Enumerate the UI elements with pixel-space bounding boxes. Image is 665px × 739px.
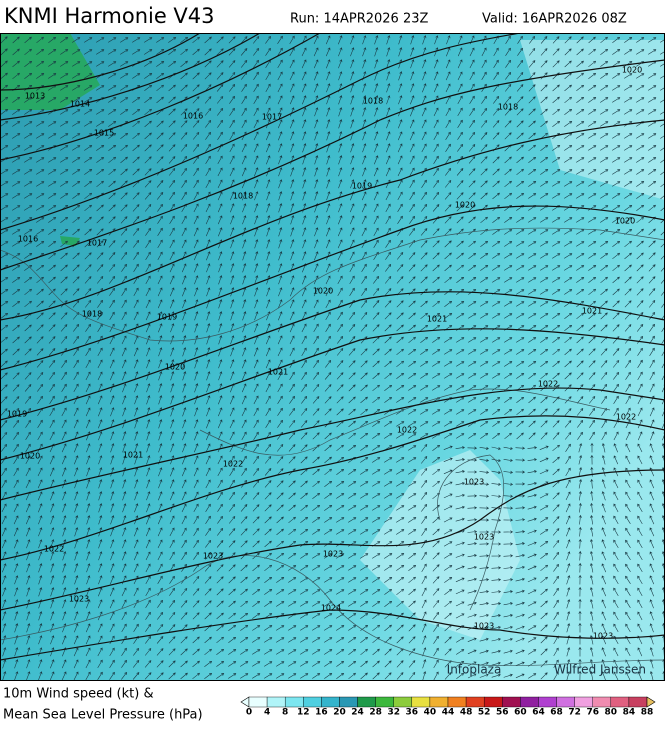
isobar-label: 1019: [157, 313, 177, 322]
colorbar-segment: [284, 696, 304, 708]
isobar-label: 1016: [18, 235, 38, 244]
colorbar-segment: [375, 696, 394, 708]
isobar-label: 1020: [20, 452, 40, 461]
colorbar-segment: [628, 696, 648, 708]
colorbar-segment: [248, 696, 268, 708]
colorbar-tick-label: 88: [641, 708, 654, 718]
isobar-label: 1019: [352, 182, 372, 191]
isobar-label: 1022: [616, 413, 636, 422]
colorbar-tick-label: 20: [333, 708, 346, 718]
isobar-label: 1023: [69, 595, 89, 604]
colorbar-segment: [483, 696, 503, 708]
legend-title: 10m Wind speed (kt) &: [3, 687, 154, 702]
colorbar-segment: [339, 696, 358, 708]
isobar-label: 1017: [87, 239, 107, 248]
isobar-label: 1021: [123, 451, 143, 460]
isobar-label: 1018: [363, 97, 383, 106]
colorbar-tick-label: 8: [282, 708, 288, 718]
run-time: Run: 14APR2026 23Z: [290, 12, 429, 27]
coastlines: [0, 227, 665, 667]
isobar-label: 1018: [498, 103, 518, 112]
colorbar-segment: [357, 696, 376, 708]
title: KNMI Harmonie V43: [4, 4, 215, 28]
colorbar-tick-label: 28: [369, 708, 382, 718]
isobar-label: 1018: [233, 192, 253, 201]
isobar-label: 1020: [622, 66, 642, 75]
isobar-label: 1021: [427, 315, 447, 324]
colorbar-tick-label: 72: [568, 708, 581, 718]
colorbar-arrow: [646, 696, 656, 708]
colorbar-tick-label: 76: [586, 708, 599, 718]
colorbar-segment: [429, 696, 449, 708]
isobar-label: 1020: [165, 363, 185, 372]
isobar-label: 1020: [615, 217, 635, 226]
colorbar-tick-label: 16: [315, 708, 328, 718]
colorbar-segment: [556, 696, 575, 708]
isobar-label: 1023: [474, 622, 494, 631]
colorbar-segment: [465, 696, 485, 708]
colorbar-tick-label: 68: [550, 708, 563, 718]
credit: Wilfred Janssen: [554, 663, 646, 677]
isobar-label: 1020: [455, 201, 475, 210]
colorbar-tick-label: 40: [424, 708, 437, 718]
isobar-label: 1022: [223, 460, 243, 469]
isobar-label: 1017: [262, 113, 282, 122]
isobar-label: 1015: [94, 129, 114, 138]
colorbar-tick-label: 32: [387, 708, 400, 718]
isobar-label: 1023: [323, 550, 343, 559]
isobar-label: 1023: [593, 632, 613, 641]
colorbar-segment: [447, 696, 467, 708]
isobar-label: 1013: [25, 92, 45, 101]
colorbar-tick-label: 56: [496, 708, 509, 718]
isobar-label: 1022: [397, 426, 417, 435]
colorbar-tick-label: 36: [406, 708, 419, 718]
colorbar-tick-label: 64: [532, 708, 545, 718]
colorbar-segment: [610, 696, 630, 708]
isobar-label: 1019: [7, 410, 27, 419]
isobar-label: 1020: [313, 287, 333, 296]
colorbar-segment: [411, 696, 431, 708]
isobar-label: 1023: [464, 478, 484, 487]
colorbar-tick-label: 24: [351, 708, 364, 718]
colorbar-tick-label: 12: [297, 708, 310, 718]
colorbar-segment: [574, 696, 593, 708]
isobar-label: 1024: [321, 604, 341, 613]
isobar-label: 1022: [538, 380, 558, 389]
colorbar-arrow: [240, 696, 250, 708]
colorbar-segment: [266, 696, 286, 708]
colorbar-tick-label: 80: [605, 708, 618, 718]
isobar-label: 1016: [183, 112, 203, 121]
isobar-label: 1018: [82, 310, 102, 319]
colorbar-segment: [393, 696, 413, 708]
isobar-label: 1021: [268, 368, 288, 377]
valid-time: Valid: 16APR2026 08Z: [482, 12, 627, 27]
isobar-label: 1021: [582, 307, 602, 316]
legend-title: Mean Sea Level Pressure (hPa): [3, 708, 203, 723]
isobar-label: 1014: [70, 100, 90, 109]
colorbar-segment: [303, 696, 322, 708]
calm-area: [520, 40, 665, 200]
colorbar-segment: [520, 696, 539, 708]
colorbar-segment: [502, 696, 521, 708]
credit: Infoplaza: [447, 663, 502, 677]
colorbar-tick-label: 52: [478, 708, 491, 718]
colorbar-tick-label: 60: [514, 708, 527, 718]
strong-wind-area: [0, 33, 100, 110]
wind-arrows: [0, 35, 665, 680]
isobars: [0, 33, 665, 661]
colorbar-tick-label: 4: [264, 708, 270, 718]
colorbar-tick-label: 84: [623, 708, 636, 718]
isobar-label: 1023: [474, 533, 494, 542]
isobar-label: 1022: [44, 545, 64, 554]
colorbar-tick-label: 48: [460, 708, 473, 718]
colorbar-segment: [321, 696, 340, 708]
colorbar-tick-label: 44: [442, 708, 455, 718]
isobar-label: 1023: [203, 552, 223, 561]
colorbar-segment: [538, 696, 557, 708]
colorbar-tick-label: 0: [246, 708, 252, 718]
colorbar-segment: [592, 696, 612, 708]
